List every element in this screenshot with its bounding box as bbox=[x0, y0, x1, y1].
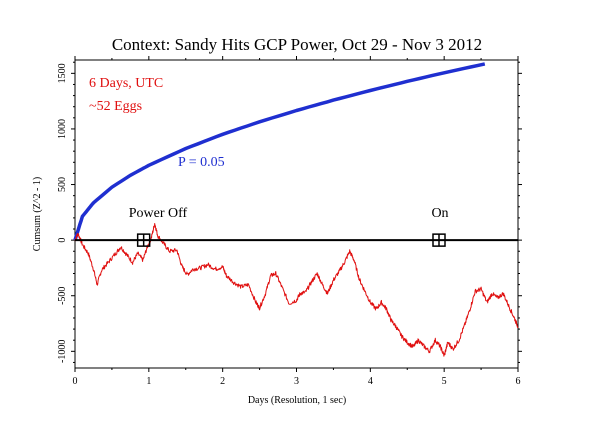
y-axis: -1000 -500 0 500 1000 1500 bbox=[57, 61, 522, 363]
x-axis: 0 1 2 3 4 5 6 bbox=[73, 56, 521, 387]
annotation-power-off: Power Off bbox=[129, 206, 188, 221]
p05-envelope-line bbox=[73, 62, 486, 241]
annotation-days: 6 Days, UTC bbox=[89, 76, 163, 91]
x-tick-label: 3 bbox=[294, 376, 299, 387]
x-tick-label: 2 bbox=[220, 376, 225, 387]
chart-title: Context: Sandy Hits GCP Power, Oct 29 - … bbox=[112, 35, 482, 54]
x-tick-label: 1 bbox=[146, 376, 151, 387]
y-axis-label: Cumsum (Z^2 - 1) bbox=[32, 177, 43, 251]
y-tick-label: 1000 bbox=[57, 119, 68, 139]
x-axis-label: Days (Resolution, 1 sec) bbox=[248, 395, 346, 406]
x-tick-label: 6 bbox=[516, 376, 521, 387]
cumulative-deviation-line bbox=[74, 223, 519, 357]
y-tick-label: -1000 bbox=[57, 340, 68, 363]
x-tick-label: 4 bbox=[368, 376, 373, 387]
markers bbox=[136, 233, 446, 247]
x-tick-label: 5 bbox=[442, 376, 447, 387]
series-layer bbox=[73, 62, 519, 357]
y-tick-label: -500 bbox=[57, 287, 68, 305]
annotation-eggs: ~52 Eggs bbox=[89, 99, 142, 114]
x-tick-label: 0 bbox=[73, 376, 78, 387]
y-tick-label: 500 bbox=[57, 177, 68, 192]
annotation-on: On bbox=[431, 206, 448, 221]
y-tick-label: 1500 bbox=[57, 63, 68, 83]
annotation-p-value: P = 0.05 bbox=[178, 155, 225, 170]
y-tick-label: 0 bbox=[57, 238, 68, 243]
